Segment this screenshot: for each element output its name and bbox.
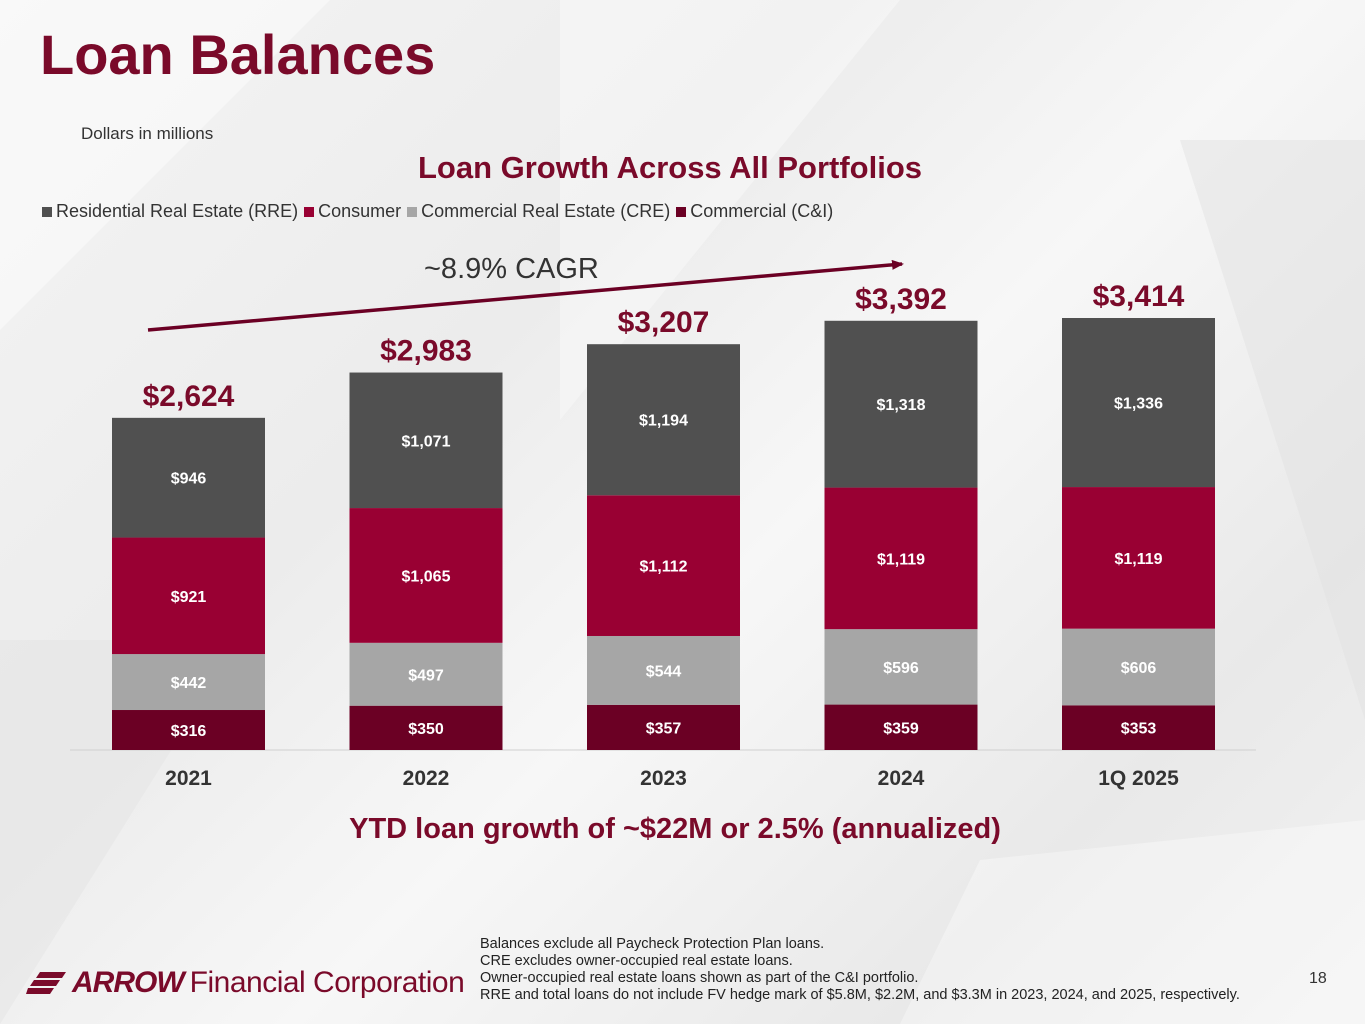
bar-segment-consumer: [112, 537, 265, 655]
bar-value-label: $606: [1121, 660, 1157, 677]
bar-segment-ci: [587, 704, 740, 750]
legend-item-ci: Commercial (C&I): [676, 201, 833, 222]
bar-value-label: $316: [171, 723, 207, 740]
company-logo: ARROW Financial Corporation: [26, 966, 465, 1000]
bar-total-label: $2,624: [143, 380, 235, 413]
page-number: 18: [1309, 970, 1327, 987]
bar-value-label: $1,071: [402, 433, 451, 450]
bar-segment-ci: [824, 704, 978, 750]
legend-swatch-ci: [676, 206, 687, 217]
bar-segment-rre: [587, 344, 740, 496]
x-tick-label: 2024: [878, 767, 925, 790]
bar-value-label: $359: [883, 720, 919, 737]
bar-segment-cre: [349, 642, 503, 706]
growth-note: YTD loan growth of ~$22M or 2.5% (annual…: [349, 813, 1001, 845]
footnote-line: Balances exclude all Paycheck Protection…: [480, 936, 825, 952]
bar-segment-consumer: [587, 495, 740, 636]
bar-value-label: $1,119: [1114, 551, 1162, 568]
bar-segment-ci: [1062, 705, 1215, 750]
legend-label-cre: Commercial Real Estate (CRE): [421, 201, 671, 221]
legend-item-rre: Residential Real Estate (RRE): [42, 201, 298, 222]
logo-wordmark: ARROW: [72, 966, 185, 999]
bar-segment-rre: [824, 320, 978, 488]
cagr-annotation: ~8.9% CAGR: [424, 253, 599, 285]
bars-layer: $316 $442 $921 $946 $2,624 2021 $350 $497 $1,065…: [112, 280, 1215, 790]
bar-value-label: $357: [646, 720, 682, 737]
bar-value-label: $1,194: [639, 413, 688, 430]
bar-value-label: $1,065: [402, 568, 451, 585]
arrow-logo-icon: [26, 972, 66, 994]
bar-segment-consumer: [1062, 487, 1215, 629]
chart-legend: Residential Real Estate (RRE) Consumer C…: [42, 201, 833, 222]
x-tick-label: 2023: [640, 767, 687, 790]
bar-value-label: $1,336: [1114, 396, 1163, 413]
bar-value-label: $544: [646, 663, 682, 680]
bar-value-label: $921: [171, 589, 207, 606]
bar-segment-rre: [112, 417, 265, 538]
bar-segment-cre: [587, 635, 740, 705]
x-tick-label: 2022: [403, 767, 450, 790]
bar-value-label: $442: [171, 675, 207, 692]
cagr-arrow: [147, 259, 904, 332]
bar-total-label: $3,207: [618, 306, 710, 339]
legend-label-rre: Residential Real Estate (RRE): [56, 201, 299, 221]
legend-swatch-consumer: [304, 206, 315, 217]
bar-segment-rre: [1062, 318, 1215, 488]
page-title: Loan Balances: [40, 23, 436, 86]
bar-segment-rre: [349, 372, 503, 509]
footnotes: Balances exclude all Paycheck Protection…: [480, 936, 1240, 1004]
bar-segment-cre: [112, 654, 265, 711]
bar-segment-consumer: [824, 487, 978, 630]
legend-item-consumer: Consumer: [304, 201, 401, 222]
bar-value-label: $1,318: [877, 397, 926, 414]
bar-value-label: $497: [408, 667, 444, 684]
bar-total-label: $3,392: [855, 283, 947, 316]
bar-total-label: $2,983: [380, 335, 472, 368]
x-tick-label: 1Q 2025: [1098, 767, 1179, 790]
bar-segment-ci: [112, 710, 265, 750]
units-note: Dollars in millions: [81, 124, 214, 143]
bar-segment-consumer: [349, 508, 503, 643]
bar-segment-cre: [824, 629, 978, 705]
legend-item-cre: Commercial Real Estate (CRE): [407, 201, 670, 222]
bar-value-label: $596: [883, 660, 919, 677]
bar-total-label: $3,414: [1093, 280, 1185, 313]
bar-segment-ci: [349, 705, 503, 750]
bar-segment-cre: [1062, 628, 1215, 706]
footnote-line: Owner-occupied real estate loans shown a…: [480, 970, 919, 986]
bar-value-label: $1,112: [639, 559, 687, 576]
bar-value-label: $353: [1121, 721, 1157, 738]
chart-title: Loan Growth Across All Portfolios: [417, 150, 923, 185]
legend-swatch-rre: [42, 206, 52, 217]
legend-swatch-cre: [407, 206, 418, 217]
footnote-line: CRE excludes owner-occupied real estate …: [480, 953, 793, 969]
x-tick-label: 2021: [165, 767, 212, 790]
footnote-line: RRE and total loans do not include FV he…: [480, 987, 1240, 1003]
bar-value-label: $1,119: [877, 551, 925, 568]
stacked-bar-chart: $316 $442 $921 $946 $2,624 2021 $350 $497 $1,065…: [70, 259, 1256, 790]
legend-label-ci: Commercial (C&I): [690, 201, 834, 221]
logo-subtitle: Financial Corporation: [189, 966, 465, 999]
bar-value-label: $946: [171, 471, 207, 488]
bar-value-label: $350: [408, 721, 444, 738]
legend-label-consumer: Consumer: [318, 201, 402, 221]
